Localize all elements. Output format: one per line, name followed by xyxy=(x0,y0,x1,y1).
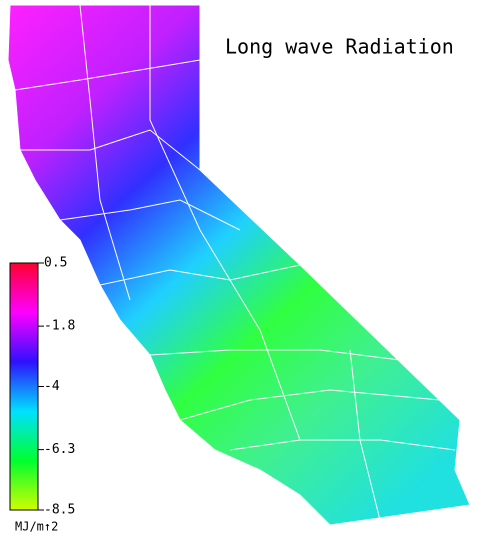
california xyxy=(7,4,471,526)
tick-label: -4 xyxy=(44,379,60,394)
tick-label: 0.5 xyxy=(44,256,67,271)
tick-label: -1.8 xyxy=(44,319,75,334)
county-lines xyxy=(14,4,456,521)
tick-label: -8.5 xyxy=(44,503,75,518)
tick-label: -6.3 xyxy=(44,442,75,457)
legend-unit: MJ/m↑2 xyxy=(15,520,58,534)
map-title: Long wave Radiation xyxy=(225,35,454,59)
color-bar xyxy=(9,262,39,511)
